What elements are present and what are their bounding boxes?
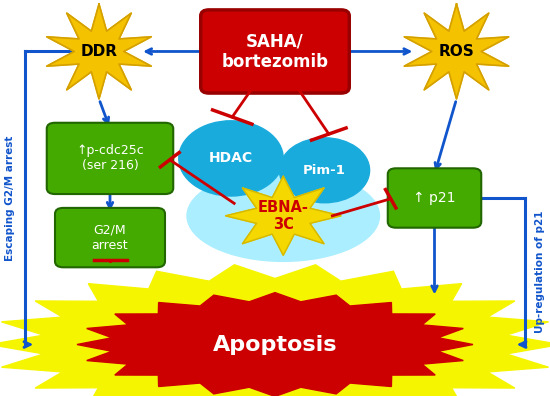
Ellipse shape [187, 170, 379, 261]
Polygon shape [77, 293, 473, 396]
Circle shape [179, 121, 283, 196]
FancyBboxPatch shape [388, 168, 481, 228]
Text: HDAC: HDAC [209, 151, 253, 166]
Polygon shape [404, 4, 509, 99]
Polygon shape [0, 265, 550, 396]
FancyBboxPatch shape [47, 123, 173, 194]
Text: Apoptosis: Apoptosis [213, 335, 337, 354]
FancyBboxPatch shape [201, 10, 349, 93]
Text: ↑ p21: ↑ p21 [413, 191, 456, 205]
Text: ROS: ROS [439, 44, 474, 59]
Text: SAHA/
bortezomib: SAHA/ bortezomib [222, 32, 328, 71]
Text: Up-regulation of p21: Up-regulation of p21 [535, 210, 545, 333]
Text: Pim-1: Pim-1 [303, 164, 346, 177]
Text: ↑p-cdc25c
(ser 216): ↑p-cdc25c (ser 216) [76, 145, 144, 172]
Text: Escaping G2/M arrest: Escaping G2/M arrest [5, 135, 15, 261]
Text: DDR: DDR [80, 44, 118, 59]
Polygon shape [226, 176, 341, 255]
Text: G2/M
arrest: G2/M arrest [92, 224, 128, 251]
FancyBboxPatch shape [55, 208, 165, 267]
Circle shape [279, 138, 370, 203]
Polygon shape [47, 4, 151, 99]
Text: EBNA-
3C: EBNA- 3C [258, 200, 309, 232]
